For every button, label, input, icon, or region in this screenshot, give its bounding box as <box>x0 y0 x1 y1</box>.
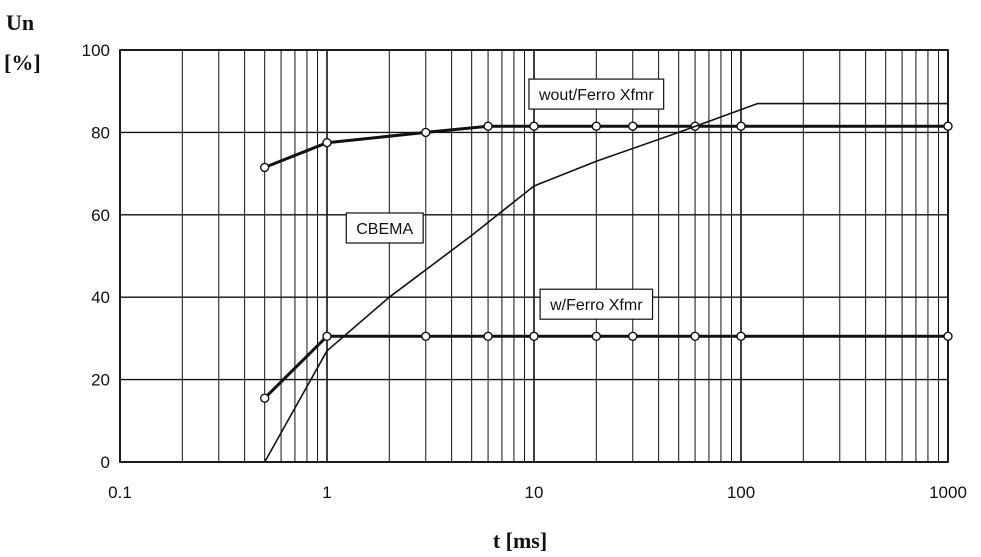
data-point <box>421 331 431 342</box>
data-point <box>483 121 493 131</box>
plot-frame <box>119 49 949 463</box>
data-point <box>259 162 270 173</box>
data-point <box>943 121 953 131</box>
tick-labels: 0.1 1 10 100 1000 0 20 40 60 80 100 <box>82 41 967 502</box>
y-tick-label: 80 <box>91 123 110 142</box>
data-point <box>322 331 332 342</box>
data-point <box>529 331 539 342</box>
data-point <box>591 121 602 131</box>
y-axis-title-line1: Un <box>6 10 34 35</box>
y-tick-label: 40 <box>91 288 110 307</box>
data-point <box>591 331 602 342</box>
annotation-text: wout/Ferro Xfmr <box>538 87 654 104</box>
annotation-box <box>539 288 654 320</box>
y-axis-title-line2: [%] <box>4 50 41 75</box>
annotation-wout-ferro-xfmr: wout/Ferro Xfmr <box>528 78 665 110</box>
data-point <box>736 121 746 131</box>
annotation-text: w/Ferro Xfmr <box>549 297 643 314</box>
y-tick-label: 0 <box>101 453 110 472</box>
x-tick-label: 1 <box>322 483 331 502</box>
data-point <box>736 331 746 342</box>
data-point <box>628 331 638 342</box>
data-point <box>322 137 332 148</box>
y-tick-label: 60 <box>91 206 110 225</box>
x-axis-title: t [ms] <box>493 528 547 553</box>
annotation-cbema: CBEMA <box>345 212 424 244</box>
data-point <box>421 127 431 138</box>
y-tick-label: 20 <box>91 371 110 390</box>
y-tick-label: 100 <box>82 41 110 60</box>
data-point <box>483 331 493 342</box>
series-line <box>264 102 948 463</box>
x-tick-label: 0.1 <box>108 483 132 502</box>
x-tick-label: 10 <box>525 483 544 502</box>
data-point <box>943 331 953 342</box>
series-line <box>264 124 948 169</box>
annotation-box <box>345 212 424 244</box>
series-line <box>263 334 948 400</box>
data-point <box>690 331 700 342</box>
series-wout-ferro-xfmr <box>259 121 953 173</box>
data-point <box>628 121 638 131</box>
series-cbema <box>264 102 948 463</box>
data-point <box>259 393 270 403</box>
annotation-layer: wout/Ferro Xfmr CBEMA w/Ferro Xfmr <box>345 78 665 320</box>
annotation-text: CBEMA <box>356 221 413 238</box>
annotation-box <box>528 78 665 110</box>
data-point <box>529 121 539 131</box>
x-tick-label: 100 <box>727 483 755 502</box>
series-w-ferro-xfmr <box>259 331 953 403</box>
annotation-w-ferro-xfmr: w/Ferro Xfmr <box>539 288 654 320</box>
series-layer <box>259 102 953 463</box>
grid <box>119 49 949 463</box>
x-tick-label: 1000 <box>929 483 967 502</box>
